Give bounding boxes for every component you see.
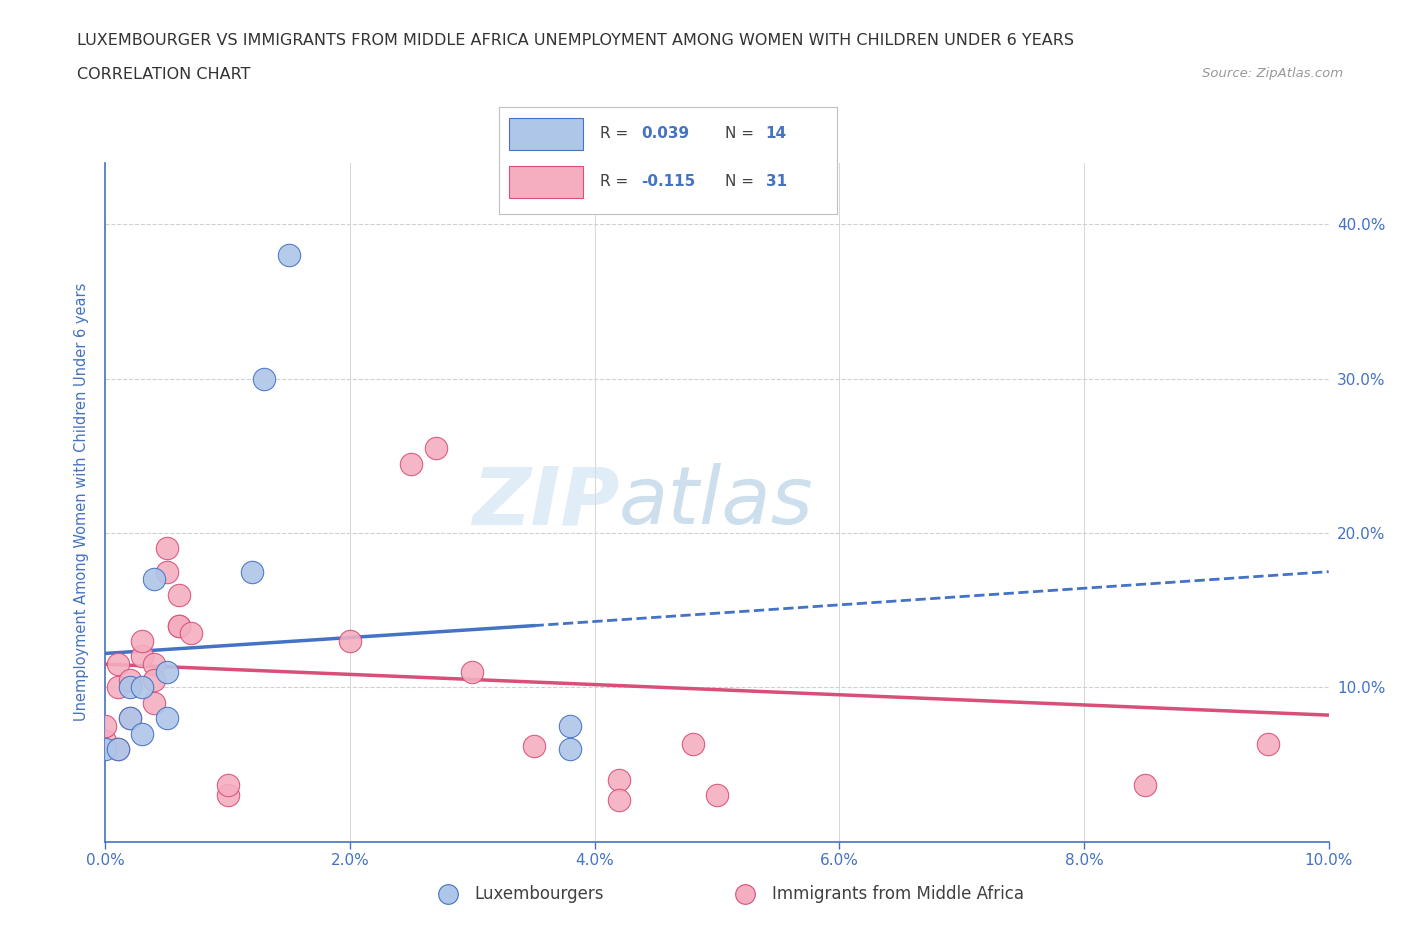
Point (217, 777, 239, 792)
Point (1133, 777, 1156, 792)
Point (155, 541, 177, 556)
Point (94, 734, 117, 749)
Point (143, 657, 166, 671)
Point (155, 665, 177, 680)
Point (560, 719, 582, 734)
Point (607, 773, 630, 788)
Point (217, 788, 239, 803)
Point (131, 680, 153, 695)
Point (436, 886, 458, 901)
Point (1256, 737, 1278, 751)
Point (682, 737, 704, 751)
Point (118, 711, 141, 725)
Text: 31: 31 (766, 174, 787, 190)
Point (461, 665, 484, 680)
Point (118, 711, 141, 725)
Bar (509, 118, 583, 150)
Point (118, 680, 141, 695)
Point (107, 657, 129, 671)
Point (167, 588, 190, 603)
Point (180, 626, 202, 641)
Point (523, 738, 546, 753)
Point (131, 649, 153, 664)
Point (107, 741, 129, 756)
Text: R =: R = (600, 174, 634, 190)
Point (253, 371, 276, 386)
Point (401, 457, 423, 472)
Point (94, 719, 117, 734)
Text: N =: N = (725, 126, 759, 141)
Point (240, 565, 263, 579)
Point (560, 741, 582, 756)
Point (107, 680, 129, 695)
Point (339, 633, 361, 648)
Bar (509, 166, 583, 198)
Text: N =: N = (725, 174, 759, 190)
Point (167, 618, 190, 633)
Text: CORRELATION CHART: CORRELATION CHART (77, 67, 250, 82)
Y-axis label: Unemployment Among Women with Children Under 6 years: Unemployment Among Women with Children U… (75, 283, 90, 722)
Point (143, 672, 166, 687)
Text: Source: ZipAtlas.com: Source: ZipAtlas.com (1202, 67, 1343, 80)
Text: ZIP: ZIP (472, 463, 619, 541)
Point (143, 696, 166, 711)
Point (107, 741, 129, 756)
Point (155, 565, 177, 579)
Text: R =: R = (600, 126, 634, 141)
Point (278, 248, 301, 263)
Text: Immigrants from Middle Africa: Immigrants from Middle Africa (772, 884, 1024, 903)
Point (706, 788, 728, 803)
Text: -0.115: -0.115 (641, 174, 695, 190)
Point (131, 726, 153, 741)
Point (143, 572, 166, 587)
Point (118, 672, 141, 687)
Point (131, 633, 153, 648)
Point (167, 618, 190, 633)
Point (155, 711, 177, 725)
Point (425, 441, 447, 456)
Text: atlas: atlas (619, 463, 814, 541)
Point (734, 886, 756, 901)
Text: 14: 14 (766, 126, 787, 141)
Text: Luxembourgers: Luxembourgers (475, 884, 605, 903)
Point (607, 792, 630, 807)
Point (94, 741, 117, 756)
Text: 0.039: 0.039 (641, 126, 689, 141)
Text: LUXEMBOURGER VS IMMIGRANTS FROM MIDDLE AFRICA UNEMPLOYMENT AMONG WOMEN WITH CHIL: LUXEMBOURGER VS IMMIGRANTS FROM MIDDLE A… (77, 33, 1074, 47)
